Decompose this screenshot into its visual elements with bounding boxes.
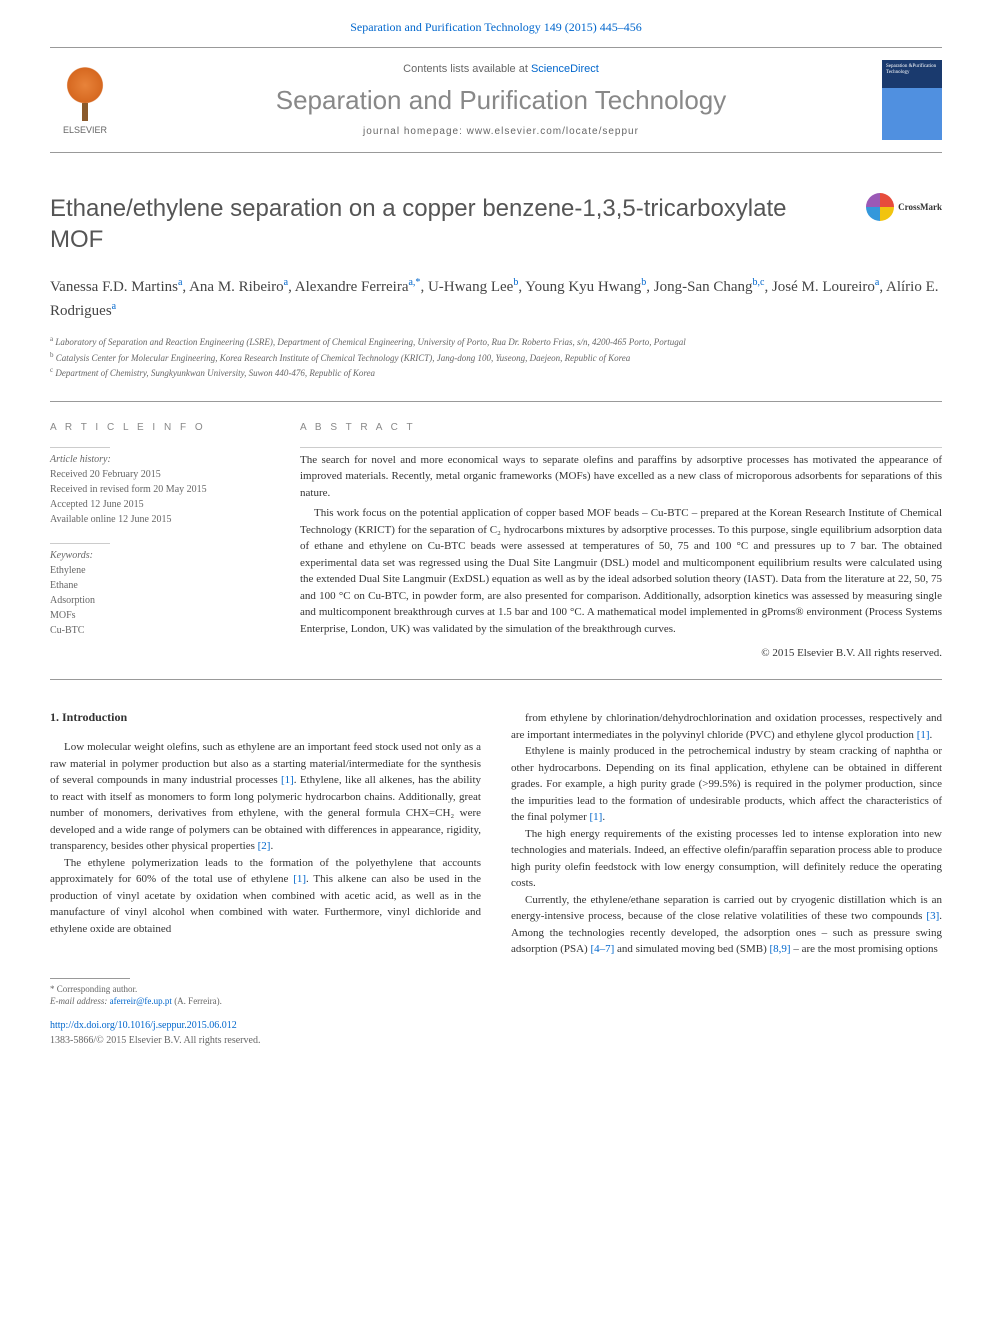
doi-line: http://dx.doi.org/10.1016/j.seppur.2015.… <box>50 1020 942 1031</box>
elsevier-logo[interactable]: ELSEVIER <box>50 60 120 140</box>
keyword: MOFs <box>50 608 270 623</box>
citation-banner: Separation and Purification Technology 1… <box>0 0 992 47</box>
article-history: Article history: Received 20 February 20… <box>50 452 270 527</box>
sciencedirect-link[interactable]: ScienceDirect <box>531 63 599 75</box>
history-line: Received in revised form 20 May 2015 <box>50 482 270 497</box>
keyword: Ethane <box>50 578 270 593</box>
keywords-block: Keywords: EthyleneEthaneAdsorptionMOFsCu… <box>50 548 270 638</box>
history-label: Article history: <box>50 452 270 467</box>
body-paragraph: Currently, the ethylene/ethane separatio… <box>511 892 942 958</box>
body-right-column: from ethylene by chlorination/dehydrochl… <box>511 710 942 958</box>
title-row: Ethane/ethylene separation on a copper b… <box>50 193 942 255</box>
body-right-text: from ethylene by chlorination/dehydrochl… <box>511 710 942 958</box>
abstract-column: A B S T R A C T The search for novel and… <box>300 422 942 660</box>
divider-top <box>50 401 942 402</box>
elsevier-label: ELSEVIER <box>63 125 107 135</box>
affiliations: a Laboratory of Separation and Reaction … <box>50 334 942 381</box>
history-line: Available online 12 June 2015 <box>50 512 270 527</box>
crossmark-label: CrossMark <box>898 202 942 212</box>
divider-bottom <box>50 679 942 680</box>
journal-header: ELSEVIER Contents lists available at Sci… <box>50 47 942 153</box>
history-line: Accepted 12 June 2015 <box>50 497 270 512</box>
issn-line: 1383-5866/© 2015 Elsevier B.V. All right… <box>50 1035 942 1046</box>
body-paragraph: The ethylene polymerization leads to the… <box>50 855 481 938</box>
crossmark-icon <box>866 193 894 221</box>
authors-line: Vanessa F.D. Martinsa, Ana M. Ribeiroa, … <box>50 275 942 322</box>
keyword: Cu-BTC <box>50 623 270 638</box>
footnotes: * Corresponding author. E-mail address: … <box>50 983 942 1008</box>
email-line: E-mail address: aferreir@fe.up.pt (A. Fe… <box>50 995 942 1008</box>
info-divider-1 <box>50 447 110 448</box>
info-abstract-row: A R T I C L E I N F O Article history: R… <box>50 422 942 660</box>
affiliation-line: c Department of Chemistry, Sungkyunkwan … <box>50 365 942 381</box>
crossmark-badge[interactable]: CrossMark <box>866 193 942 221</box>
body-left-text: Low molecular weight olefins, such as et… <box>50 739 481 937</box>
doi-link[interactable]: http://dx.doi.org/10.1016/j.seppur.2015.… <box>50 1020 237 1031</box>
article-title: Ethane/ethylene separation on a copper b… <box>50 193 846 255</box>
body-left-column: 1. Introduction Low molecular weight ole… <box>50 710 481 958</box>
keyword: Adsorption <box>50 593 270 608</box>
body-paragraph: Low molecular weight olefins, such as et… <box>50 739 481 855</box>
elsevier-tree-icon <box>60 66 110 121</box>
section-heading: 1. Introduction <box>50 710 481 725</box>
homepage-url[interactable]: www.elsevier.com/locate/seppur <box>467 126 639 137</box>
body-paragraph: Ethylene is mainly produced in the petro… <box>511 743 942 826</box>
abstract-text: The search for novel and more economical… <box>300 452 942 638</box>
history-line: Received 20 February 2015 <box>50 467 270 482</box>
affiliation-line: a Laboratory of Separation and Reaction … <box>50 334 942 350</box>
article-info-column: A R T I C L E I N F O Article history: R… <box>50 422 270 660</box>
abstract-copyright: © 2015 Elsevier B.V. All rights reserved… <box>300 647 942 659</box>
abstract-divider <box>300 447 942 448</box>
header-center: Contents lists available at ScienceDirec… <box>140 63 862 137</box>
affiliation-line: b Catalysis Center for Molecular Enginee… <box>50 350 942 366</box>
body-paragraph: from ethylene by chlorination/dehydrochl… <box>511 710 942 743</box>
body-paragraph: The high energy requirements of the exis… <box>511 826 942 892</box>
email-link[interactable]: aferreir@fe.up.pt <box>110 996 172 1006</box>
journal-cover-thumbnail[interactable]: Separation &Purification Technology <box>882 60 942 140</box>
keywords-label: Keywords: <box>50 548 270 563</box>
article-info-label: A R T I C L E I N F O <box>50 422 270 433</box>
corresponding-note: * Corresponding author. <box>50 983 942 996</box>
citation-text[interactable]: Separation and Purification Technology 1… <box>350 20 642 34</box>
contents-line: Contents lists available at ScienceDirec… <box>140 63 862 75</box>
info-divider-2 <box>50 543 110 544</box>
footnote-divider <box>50 978 130 979</box>
abstract-label: A B S T R A C T <box>300 422 942 433</box>
homepage-line: journal homepage: www.elsevier.com/locat… <box>140 126 862 137</box>
keyword: Ethylene <box>50 563 270 578</box>
body-columns: 1. Introduction Low molecular weight ole… <box>50 710 942 958</box>
journal-title: Separation and Purification Technology <box>140 85 862 116</box>
abstract-paragraph: This work focus on the potential applica… <box>300 505 942 637</box>
abstract-paragraph: The search for novel and more economical… <box>300 452 942 502</box>
